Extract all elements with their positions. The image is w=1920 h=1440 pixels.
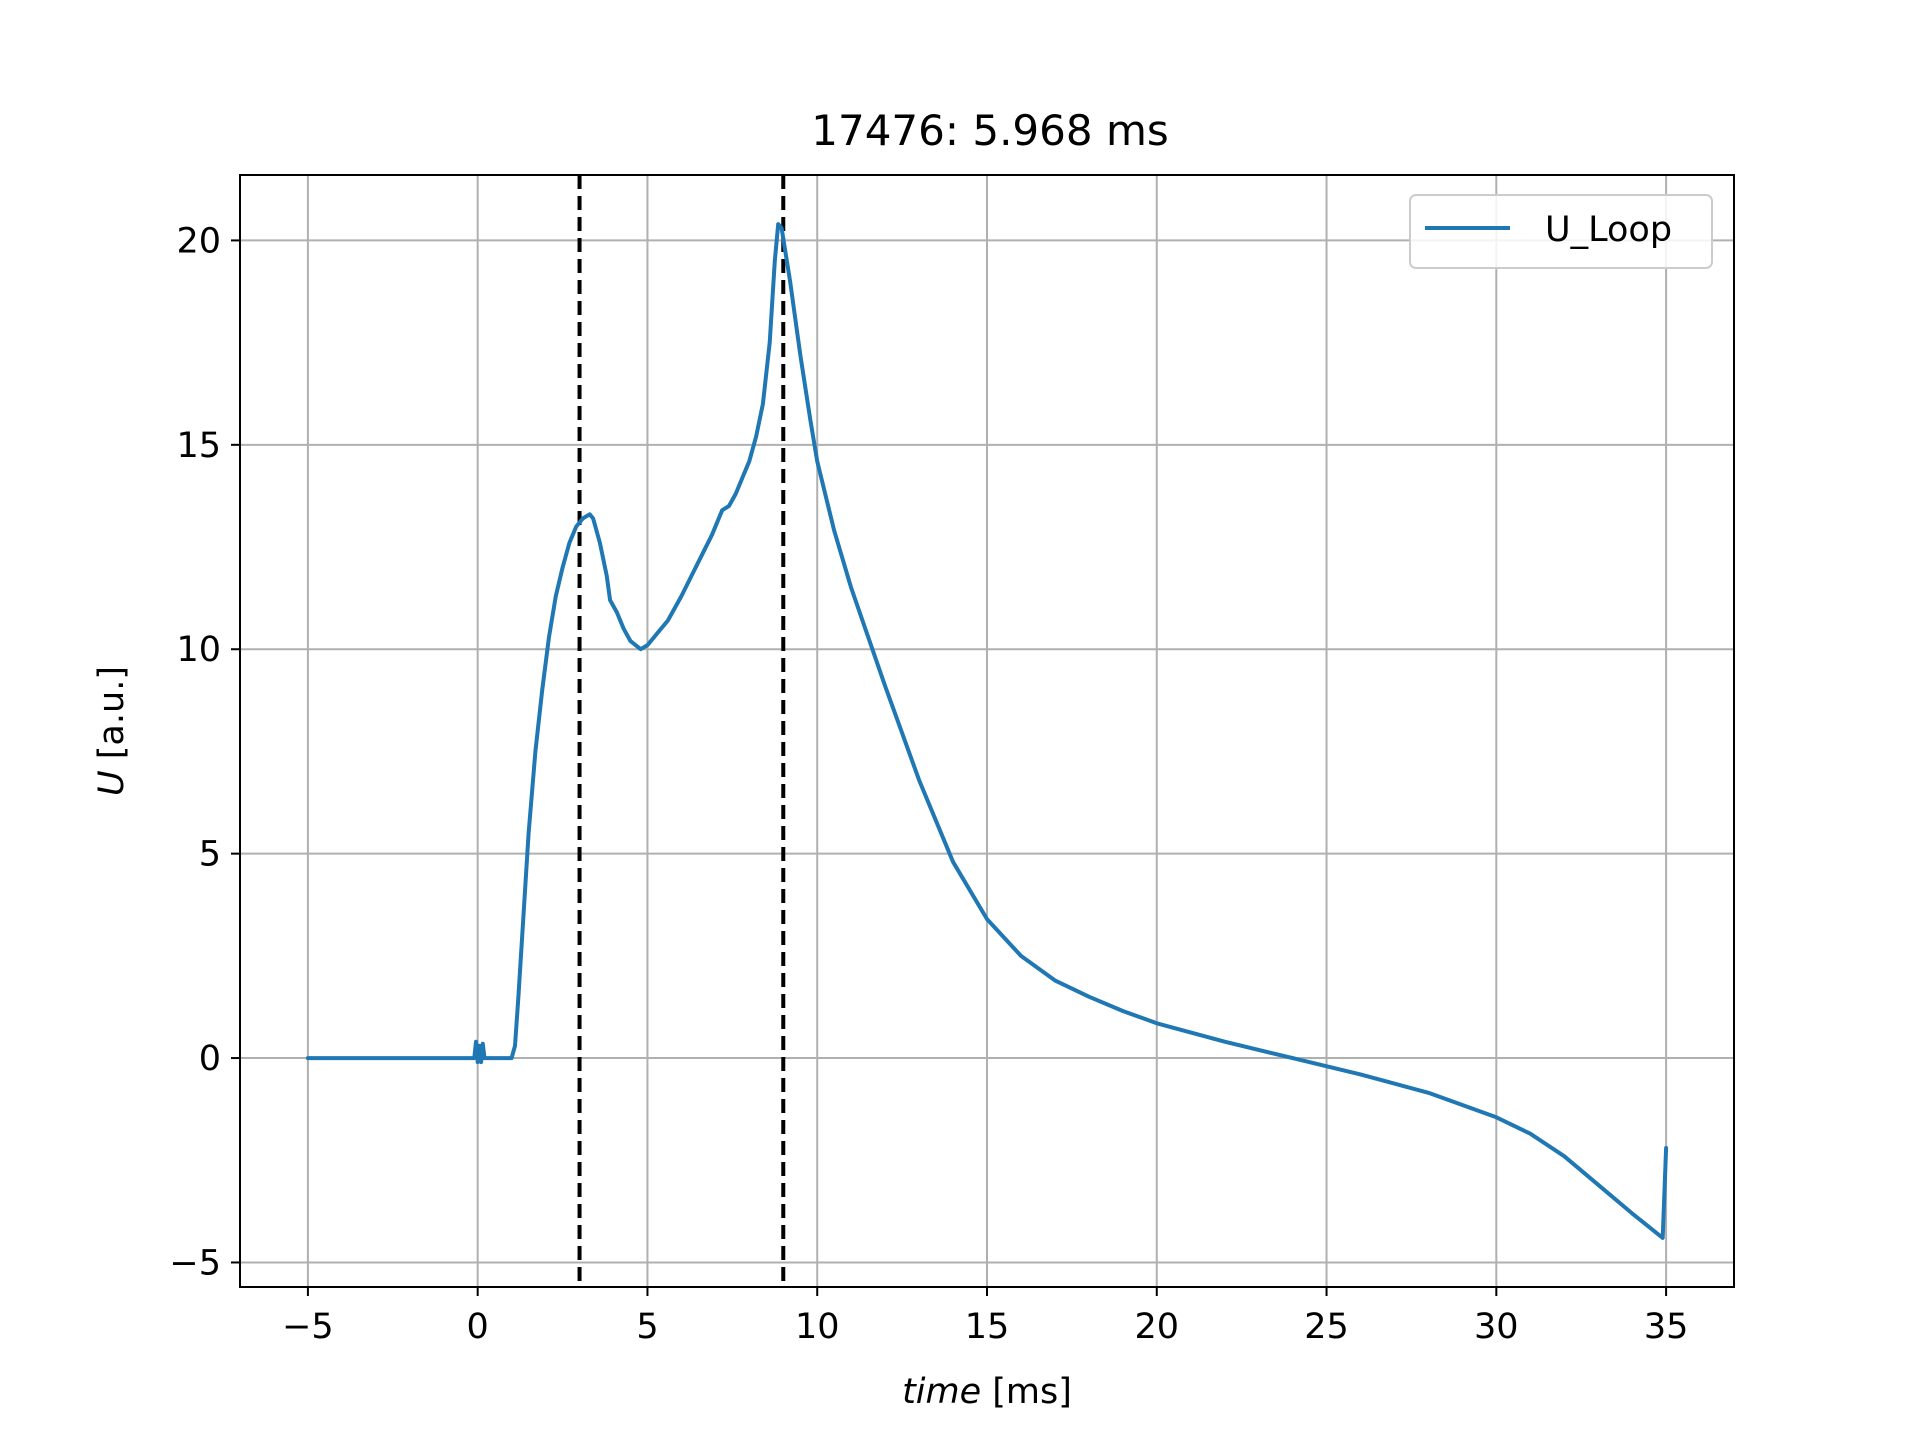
y-tick-label: −5 — [169, 1243, 221, 1283]
y-tick-label: 15 — [176, 426, 221, 466]
grid — [240, 175, 1734, 1287]
series-line-u-loop — [305, 222, 1669, 1240]
x-tick-label: 30 — [1474, 1307, 1519, 1347]
y-axis-label-unit: [a.u.] — [92, 666, 132, 759]
series-layer — [305, 222, 1669, 1240]
y-tick-label: 10 — [176, 630, 221, 670]
x-tick-label: −5 — [282, 1307, 334, 1347]
x-tick-label: 15 — [965, 1307, 1010, 1347]
legend: U_Loop — [1409, 194, 1713, 269]
x-axis-label: time [ms] — [902, 1372, 1072, 1412]
reference-lines — [577, 175, 786, 1287]
y-axis-label-var: U — [92, 770, 132, 796]
y-axis-ticks: −5 0 5 10 15 20 — [169, 221, 240, 1283]
y-axis-label: U [a.u.] — [92, 666, 132, 796]
y-tick-label: 5 — [199, 835, 221, 875]
x-tick-label: 25 — [1304, 1307, 1349, 1347]
y-tick-label: 0 — [199, 1039, 221, 1079]
y-tick-label: 20 — [176, 221, 221, 261]
x-axis-label-var: time — [902, 1372, 981, 1412]
x-tick-label: 0 — [467, 1307, 489, 1347]
x-tick-label: 10 — [795, 1307, 840, 1347]
chart-title: 17476: 5.968 ms — [811, 106, 1169, 155]
legend-label-u-loop: U_Loop — [1545, 210, 1672, 250]
x-axis-label-unit: [ms] — [992, 1372, 1072, 1412]
legend-frame — [1409, 194, 1713, 269]
x-tick-label: 35 — [1644, 1307, 1689, 1347]
x-axis-ticks: −5 0 5 10 15 20 25 30 35 — [282, 1287, 1688, 1347]
x-tick-label: 5 — [636, 1307, 658, 1347]
x-tick-label: 20 — [1134, 1307, 1179, 1347]
